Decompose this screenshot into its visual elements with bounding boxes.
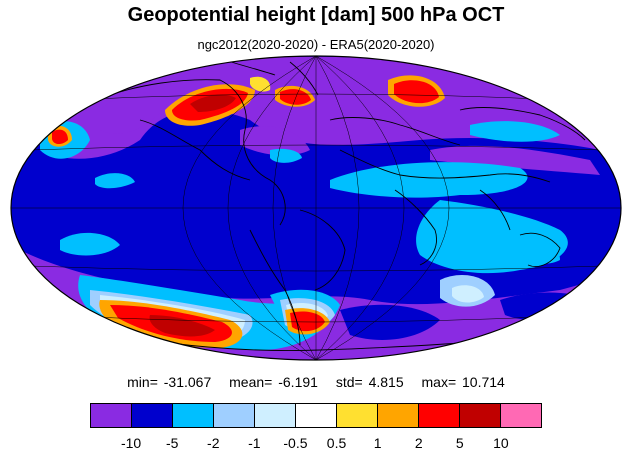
stat-max: max= 10.714 bbox=[421, 374, 505, 390]
colorbar-swatch bbox=[214, 404, 255, 427]
statistics-line: min= -31.067 mean= -6.191 std= 4.815 max… bbox=[0, 374, 632, 390]
globe-outline bbox=[10, 55, 622, 361]
colorbar-tick-label: -2 bbox=[207, 435, 220, 451]
colorbar-tick-label: 10 bbox=[493, 435, 509, 451]
coastlines bbox=[109, 59, 586, 351]
field-region bbox=[394, 80, 439, 104]
colorbar-swatch bbox=[378, 404, 419, 427]
colorbar-tick-label: 1 bbox=[373, 435, 382, 451]
colorbar-tick-label: 2 bbox=[414, 435, 423, 451]
stat-min: min= -31.067 bbox=[127, 374, 212, 390]
field-region bbox=[500, 292, 590, 320]
field-region bbox=[40, 56, 600, 159]
page-subtitle: ngc2012(2020-2020) - ERA5(2020-2020) bbox=[197, 37, 435, 52]
colorbar-swatch bbox=[132, 404, 173, 427]
colorbar-swatch bbox=[255, 404, 296, 427]
colorbar-swatch bbox=[173, 404, 214, 427]
field-region bbox=[340, 304, 440, 340]
field-region bbox=[240, 126, 310, 156]
colorbar-labels: -10 -5 -2 -1 -0.5 0.5 1 2 5 10 bbox=[0, 435, 632, 455]
stat-std: std= 4.815 bbox=[335, 374, 404, 390]
colorbar-swatch bbox=[296, 404, 337, 427]
field-region bbox=[280, 89, 311, 105]
colorbar-swatch bbox=[91, 404, 132, 427]
colorbar-swatch bbox=[337, 404, 378, 427]
field-region bbox=[149, 315, 215, 337]
field-region bbox=[470, 121, 560, 142]
field-region bbox=[330, 162, 528, 198]
colorbar bbox=[90, 403, 542, 428]
field-region bbox=[60, 232, 120, 256]
colorbar-tick-label: 5 bbox=[455, 435, 464, 451]
colorbar-tick-label: 0.5 bbox=[326, 435, 347, 451]
field-region bbox=[190, 94, 236, 112]
field-region bbox=[52, 129, 68, 145]
colorbar-tick-label: -0.5 bbox=[283, 435, 308, 451]
field-region bbox=[430, 145, 600, 175]
field-region bbox=[520, 238, 560, 264]
colorbar-tick-label: -1 bbox=[248, 435, 261, 451]
graticule bbox=[11, 56, 621, 360]
colorbar-swatch bbox=[501, 404, 541, 427]
colorbar-swatch bbox=[460, 404, 501, 427]
field-region bbox=[100, 92, 170, 134]
field-region bbox=[95, 173, 135, 189]
page-title: Geopotential height [dam] 500 hPa OCT bbox=[127, 4, 505, 26]
colorbar-tick-label: -5 bbox=[165, 435, 179, 451]
colorbar-swatch bbox=[419, 404, 460, 427]
stat-mean: mean= -6.191 bbox=[229, 374, 318, 390]
field-region bbox=[270, 148, 302, 163]
field-region bbox=[250, 76, 271, 92]
colorbar-tick-label: -10 bbox=[120, 435, 142, 451]
field-region bbox=[452, 285, 484, 303]
